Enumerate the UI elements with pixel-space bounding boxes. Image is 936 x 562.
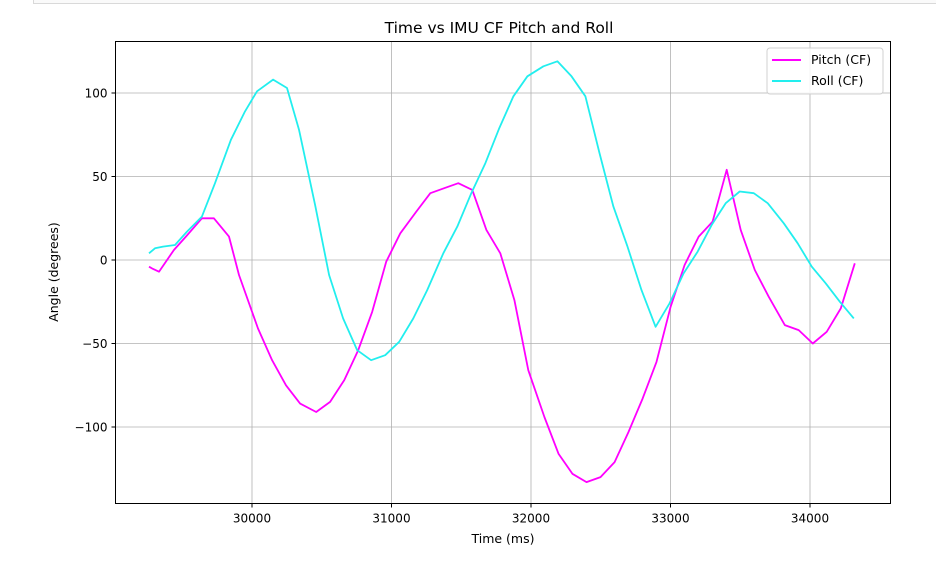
y-tick-label: 0	[100, 254, 108, 268]
pitch-series-line	[148, 168, 856, 484]
x-axis-label: Time (ms)	[470, 531, 534, 546]
data-series	[148, 60, 856, 484]
chart-title: Time vs IMU CF Pitch and Roll	[384, 19, 614, 37]
y-tick-label: −100	[75, 421, 108, 435]
y-tick-label: 100	[85, 87, 108, 101]
roll-series-line	[148, 60, 855, 362]
grid-lines	[115, 41, 891, 504]
legend-pitch-label: Pitch (CF)	[811, 52, 871, 67]
legend-roll-label: Roll (CF)	[811, 73, 863, 88]
x-tick-label: 32000	[512, 512, 550, 526]
y-axis-label: Angle (degrees)	[46, 222, 61, 322]
y-tick-label: −50	[82, 337, 107, 351]
y-tick-label: 50	[92, 170, 107, 184]
x-tick-label: 33000	[651, 512, 689, 526]
x-tick-label: 34000	[791, 512, 829, 526]
plot-area-frame	[115, 41, 891, 504]
y-axis-ticks: −100 −50 0 50 100	[75, 87, 116, 435]
x-tick-label: 30000	[233, 512, 271, 526]
notebook-cell-border	[33, 0, 936, 4]
x-axis-ticks: 30000 31000 32000 33000 34000	[233, 503, 829, 526]
x-tick-label: 31000	[372, 512, 410, 526]
legend: Pitch (CF) Roll (CF)	[766, 47, 884, 95]
